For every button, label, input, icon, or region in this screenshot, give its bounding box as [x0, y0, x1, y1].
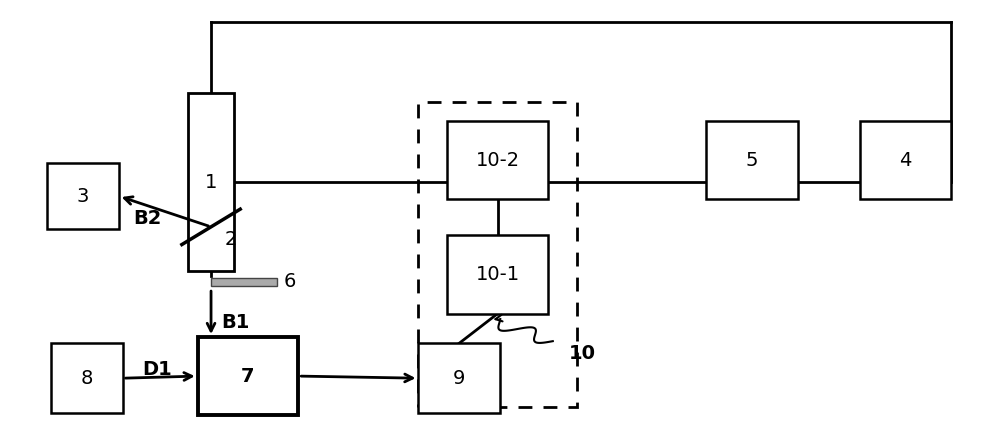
Text: 10-2: 10-2 — [476, 151, 520, 170]
Bar — [198, 337, 298, 415]
Text: B1: B1 — [222, 313, 250, 332]
Text: 10: 10 — [569, 344, 596, 363]
Text: B2: B2 — [134, 209, 162, 228]
Text: 8: 8 — [81, 369, 93, 388]
Text: 1: 1 — [205, 173, 217, 192]
Bar — [188, 93, 234, 271]
Bar — [47, 163, 119, 229]
Text: 9: 9 — [453, 369, 465, 388]
Text: 3: 3 — [77, 187, 89, 206]
Bar — [51, 343, 123, 413]
Text: 5: 5 — [746, 151, 758, 170]
Text: 10-1: 10-1 — [476, 265, 520, 284]
Text: 6: 6 — [284, 273, 296, 292]
Bar — [860, 121, 951, 199]
Bar — [447, 121, 548, 199]
Bar — [418, 343, 500, 413]
Bar — [447, 235, 548, 314]
Bar — [706, 121, 798, 199]
Text: 7: 7 — [241, 366, 255, 385]
Text: 2: 2 — [224, 230, 237, 249]
Text: 4: 4 — [899, 151, 912, 170]
Text: D1: D1 — [142, 360, 172, 379]
Bar — [211, 278, 277, 286]
Bar — [418, 102, 577, 407]
